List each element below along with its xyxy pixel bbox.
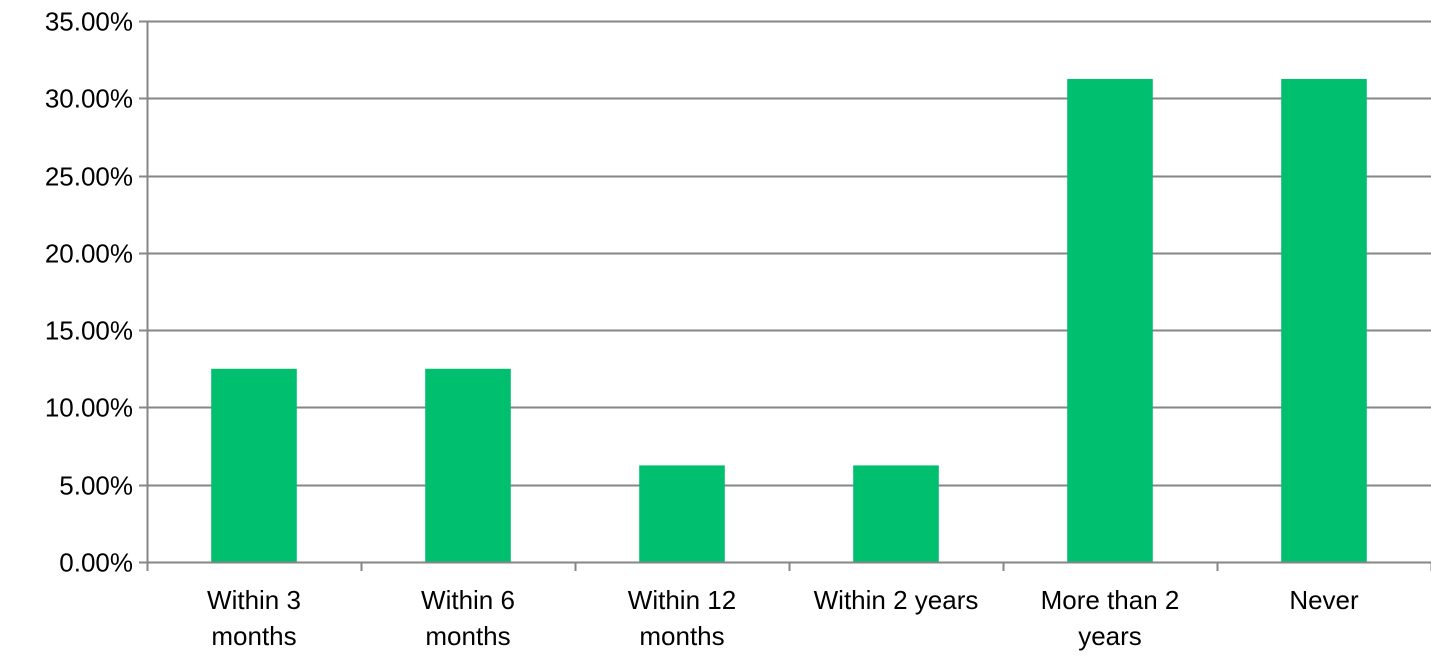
x-tick-label: Within 2 years [814,585,979,615]
y-tick-labels: 0.00% 5.00% 10.00% 15.00% 20.00% 25.00% 30.00%… [45,7,133,578]
axes [139,20,1431,571]
y-tick-label: 30.00% [45,84,133,114]
bars [211,78,1367,562]
x-tick-label: Within 6 months [421,585,515,651]
bar [1067,78,1153,562]
x-tick-label-line: Within 6 [421,585,515,615]
x-tick-labels: Within 3 months Within 6 months Within 12 mon… [207,585,1359,651]
x-tick-label-line: years [1078,621,1142,651]
y-tick-label: 25.00% [45,162,133,192]
x-tick-label-line: Within 12 [628,585,736,615]
x-tick-label-line: More than 2 [1041,585,1180,615]
x-tick-label: Within 3 months [207,585,301,651]
x-tick-label-line: months [211,621,296,651]
bar [211,368,297,562]
x-tick-label: Within 12 months [628,585,736,651]
bar [639,465,725,562]
x-tick-label: More than 2 years [1041,585,1180,651]
bar [425,368,511,562]
y-tick-label: 0.00% [59,548,133,578]
gridlines [147,20,1431,487]
y-tick-label: 35.00% [45,7,133,37]
x-tick-label-line: Within 2 years [814,585,979,615]
y-tick-label: 5.00% [59,471,133,501]
y-tick-label: 10.00% [45,393,133,423]
x-tick-label: Never [1289,585,1359,615]
x-tick-label-line: months [639,621,724,651]
bar [853,465,939,562]
x-tick-label-line: Never [1289,585,1359,615]
y-tick-label: 15.00% [45,316,133,346]
y-tick-label: 20.00% [45,239,133,269]
bar [1281,78,1367,562]
x-tick-label-line: months [425,621,510,651]
x-tick-label-line: Within 3 [207,585,301,615]
